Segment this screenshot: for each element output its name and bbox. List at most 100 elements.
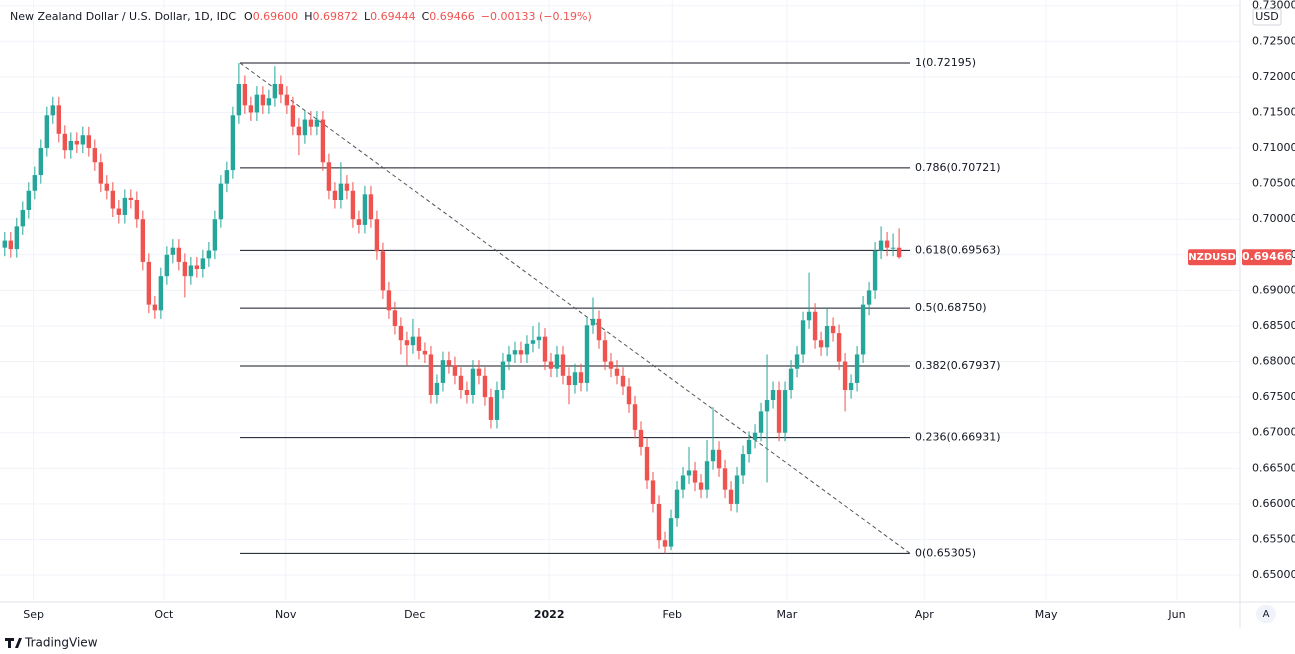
fib-level-label: 0.618(0.69563) xyxy=(915,243,1001,256)
candle-body xyxy=(530,340,536,344)
candle-body xyxy=(458,375,464,391)
y-tick-label: 0.68000 xyxy=(1252,355,1295,368)
trend-line xyxy=(239,62,911,554)
candle-body xyxy=(512,350,518,355)
y-tick-label: 0.67000 xyxy=(1252,426,1295,439)
candle-body xyxy=(44,115,50,149)
candle-body xyxy=(440,360,446,383)
x-tick-label: May xyxy=(1035,608,1058,621)
candle-body xyxy=(698,482,704,490)
fib-level-label: 0.786(0.70721) xyxy=(915,161,1001,174)
candle-body xyxy=(722,468,728,490)
last-price-label: 0.69466 xyxy=(1242,250,1292,263)
candle-body xyxy=(392,310,398,326)
symbol-tag-label: NZDUSD xyxy=(1188,252,1236,263)
candle-body xyxy=(2,240,8,248)
candle-body xyxy=(692,470,698,483)
logo: TradingView xyxy=(5,636,98,650)
candle-body xyxy=(356,219,362,225)
candle-body xyxy=(470,368,476,396)
grid xyxy=(0,0,1240,600)
y-tick-label: 0.72500 xyxy=(1252,34,1295,47)
candle-body xyxy=(314,119,320,127)
candle-body xyxy=(596,318,602,341)
candle-body xyxy=(710,449,716,462)
candle-body xyxy=(824,325,830,348)
fib-level-label: 0.236(0.66931) xyxy=(915,431,1001,444)
auto-scale-label[interactable]: A xyxy=(1263,609,1270,620)
candle-body xyxy=(650,480,656,504)
candle-body xyxy=(758,411,764,433)
candle-body xyxy=(740,454,746,476)
candle-body xyxy=(602,340,608,362)
y-tick-label: 0.71500 xyxy=(1252,105,1295,118)
candle-body xyxy=(614,368,620,376)
candle-body xyxy=(140,219,146,262)
candle-body xyxy=(746,439,752,455)
candle-body xyxy=(578,372,584,383)
candle-body xyxy=(464,390,470,396)
candle-body xyxy=(800,320,806,355)
field-value: 0.69444 xyxy=(370,10,416,23)
candle-body xyxy=(452,365,458,376)
candle-body xyxy=(632,404,638,430)
candle-body xyxy=(674,489,680,519)
candle-body xyxy=(752,432,758,440)
x-tick-label: 2022 xyxy=(534,608,565,621)
candle-body xyxy=(170,247,176,255)
candle-body xyxy=(554,354,560,369)
candle-body xyxy=(890,247,896,249)
candle-body xyxy=(716,449,722,469)
candle-body xyxy=(152,304,158,311)
candle-body xyxy=(488,397,494,420)
candle-body xyxy=(878,240,884,251)
candle-body xyxy=(206,250,212,259)
candle-body xyxy=(446,360,452,366)
fibonacci-retracement: 1(0.72195) 0.786(0.70721) 0.618(0.69563) 0.… xyxy=(239,56,1001,559)
currency[interactable]: USD xyxy=(1255,10,1279,23)
y-tick-label: 0.68500 xyxy=(1252,319,1295,332)
auto-scale-button[interactable] xyxy=(1256,605,1276,623)
candle-body xyxy=(92,148,98,163)
candle-body xyxy=(806,311,812,321)
x-tick-label: Mar xyxy=(776,608,797,621)
candle-body xyxy=(56,105,62,134)
candle-body xyxy=(260,94,266,106)
candle-body xyxy=(374,219,380,252)
candle-body xyxy=(338,183,344,200)
candle-body xyxy=(242,83,248,106)
candle-body xyxy=(128,197,134,200)
candle-body xyxy=(194,265,200,270)
candle-body xyxy=(182,261,188,277)
candle-body xyxy=(344,183,350,191)
candle-body xyxy=(560,354,566,376)
field-key: H xyxy=(304,10,312,23)
candle-body xyxy=(272,83,278,99)
candle-body xyxy=(866,290,872,305)
candle-body xyxy=(818,340,824,348)
x-tick-label: Jun xyxy=(1167,608,1185,621)
change: −0.00133 (−0.19%) xyxy=(481,10,592,23)
y-tick-label: 0.65000 xyxy=(1252,568,1295,581)
candle-body xyxy=(494,390,500,420)
candle-body xyxy=(482,375,488,398)
candle-body xyxy=(572,372,578,386)
candle-body xyxy=(86,135,92,149)
candle-body xyxy=(248,105,254,113)
candle-body xyxy=(620,375,626,387)
field-key: C xyxy=(422,10,430,23)
candle-body xyxy=(266,98,272,106)
candle-body xyxy=(848,382,854,391)
candle-body xyxy=(422,350,428,355)
candle-body xyxy=(704,461,710,490)
candle-body xyxy=(896,247,902,258)
candle-body xyxy=(368,194,374,220)
currency-box[interactable] xyxy=(1252,8,1282,26)
candle-body xyxy=(764,400,770,412)
candle-body xyxy=(434,382,440,396)
candle-body xyxy=(500,361,506,391)
candle-body xyxy=(68,140,74,151)
candle-body xyxy=(332,190,338,200)
candle-body xyxy=(830,325,836,334)
x-tick-label: Sep xyxy=(23,608,44,621)
